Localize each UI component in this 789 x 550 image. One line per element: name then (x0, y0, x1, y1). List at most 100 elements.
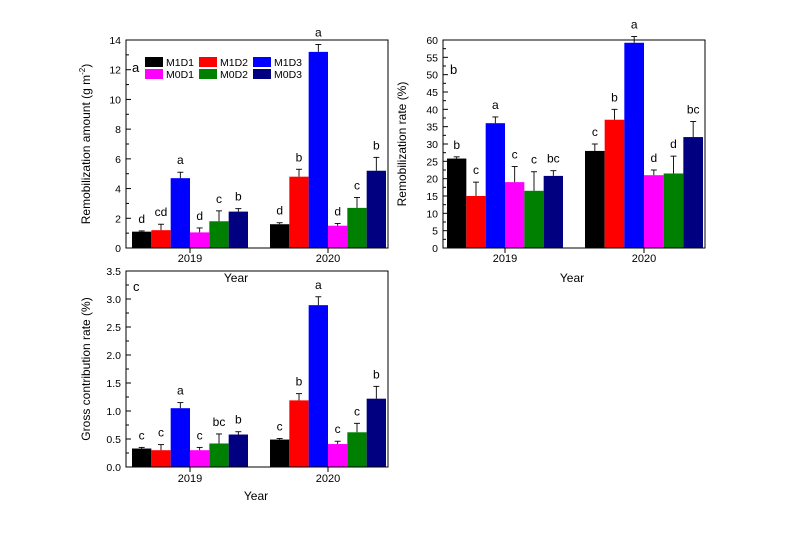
bar-M1D2-2019 (151, 450, 171, 467)
y-tick-label: 2.0 (106, 350, 121, 362)
y-axis-label: Gross contribution rate (%) (79, 297, 93, 440)
significance-letter: bc (547, 152, 560, 166)
bar-M1D2-2020 (289, 400, 309, 467)
significance-letter: c (197, 428, 203, 442)
significance-letter: b (453, 138, 460, 152)
y-tick-label: 50 (426, 70, 438, 82)
y-tick-label: 30 (426, 139, 438, 151)
y-tick-label: 40 (426, 104, 438, 116)
bar-M1D2-2020 (289, 176, 309, 248)
y-tick-label: 5 (432, 226, 438, 238)
bar-M1D3-2019 (170, 408, 190, 467)
significance-letter: b (373, 138, 380, 152)
significance-letter: c (158, 426, 164, 440)
significance-letter: d (276, 204, 283, 218)
bar-M0D2-2020 (663, 173, 684, 248)
x-tick-label: 2020 (632, 253, 656, 265)
y-tick-label: 12 (109, 65, 121, 77)
bar-M0D1-2019 (505, 182, 525, 248)
y-tick-label: 1.0 (106, 406, 121, 418)
y-tick-label: 25 (426, 156, 438, 168)
significance-letter: d (196, 209, 203, 223)
y-tick-label: 10 (109, 94, 121, 106)
bar-M1D3-2020 (624, 42, 644, 249)
significance-letter: c (354, 178, 360, 192)
bar-M1D3-2020 (308, 51, 328, 249)
significance-letter: b (373, 367, 380, 381)
significance-letter: a (315, 25, 322, 39)
y-axis-label-superscript: -2 (78, 67, 87, 75)
y-axis-label-text: Remobilization amount (g m (79, 75, 93, 224)
significance-letter: b (235, 190, 242, 204)
y-tick-label: 1.5 (106, 378, 121, 390)
bar-M0D3-2019 (228, 434, 248, 467)
significance-letter: c (139, 428, 145, 442)
x-axis-label: Year (560, 271, 584, 285)
legend-label-M0D2: M0D2 (220, 69, 248, 81)
y-tick-label: 15 (426, 191, 438, 203)
significance-letter: d (650, 151, 657, 165)
significance-letter: d (138, 212, 145, 226)
bar-M1D1-2020 (270, 439, 290, 467)
significance-letter: c (531, 153, 537, 167)
y-tick-label: 4 (115, 184, 121, 196)
significance-letter: c (592, 125, 598, 139)
bar-M1D2-2020 (604, 119, 625, 248)
x-tick-label: 2019 (178, 253, 202, 265)
bar-M1D1-2019 (132, 231, 152, 248)
y-axis-label: Remobilization amount (g m-2) (78, 64, 93, 225)
legend-label-M1D3: M1D3 (274, 57, 302, 69)
significance-letter: a (492, 98, 499, 112)
bar-M0D3-2020 (683, 137, 703, 248)
x-tick-label: 2019 (493, 253, 517, 265)
bar-M0D3-2020 (366, 170, 386, 248)
y-axis-label-text: Remobilization rate (%) (395, 82, 409, 207)
significance-letter: c (277, 419, 283, 433)
y-tick-label: 60 (426, 35, 438, 47)
y-tick-label: 3.5 (106, 266, 121, 278)
panel-label: b (450, 62, 457, 77)
bar-M1D3-2019 (170, 178, 190, 248)
significance-letter: b (235, 413, 242, 427)
y-tick-label: 0.0 (106, 462, 121, 474)
y-tick-label: 35 (426, 122, 438, 134)
legend: M1D1 M1D2 M1D3 M0D1 M0D2 M0D3 (145, 57, 302, 81)
significance-letter: b (611, 90, 618, 104)
bar-M0D2-2020 (347, 432, 367, 467)
y-tick-label: 10 (426, 208, 438, 220)
bar-M0D3-2019 (228, 211, 248, 248)
bar-M0D2-2020 (347, 207, 367, 248)
bar-M1D1-2019 (132, 448, 152, 467)
significance-letter: bc (213, 415, 226, 429)
bar-M0D1-2020 (328, 225, 348, 248)
legend-swatch-M0D3 (253, 69, 271, 79)
significance-letter: c (473, 163, 479, 177)
significance-letter: a (315, 278, 322, 292)
y-tick-label: 0.5 (106, 434, 121, 446)
y-tick-label: 0 (115, 243, 121, 255)
y-tick-label: 45 (426, 87, 438, 99)
bar-M1D1-2020 (270, 224, 290, 248)
significance-letter: c (512, 148, 518, 162)
x-axis-label: Year (224, 271, 248, 285)
y-tick-label: 8 (115, 124, 121, 136)
bar-M0D1-2019 (190, 450, 210, 467)
y-axis-label-end: ) (79, 64, 93, 68)
bar-M0D3-2020 (366, 398, 386, 467)
bar-M0D1-2019 (190, 232, 210, 248)
x-tick-label: 2019 (178, 473, 202, 485)
panel-label: a (132, 60, 140, 75)
significance-letter: bc (687, 102, 700, 116)
y-axis-label-text: Gross contribution rate (%) (79, 297, 93, 440)
bar-M0D2-2019 (209, 221, 229, 248)
significance-letter: a (177, 384, 184, 398)
significance-letter: c (335, 422, 341, 436)
legend-swatch-M0D1 (145, 69, 163, 79)
bar-M0D3-2019 (543, 175, 563, 248)
y-tick-label: 20 (426, 174, 438, 186)
bar-M0D2-2019 (524, 190, 544, 248)
y-tick-label: 55 (426, 52, 438, 64)
legend-swatch-M0D2 (199, 69, 217, 79)
